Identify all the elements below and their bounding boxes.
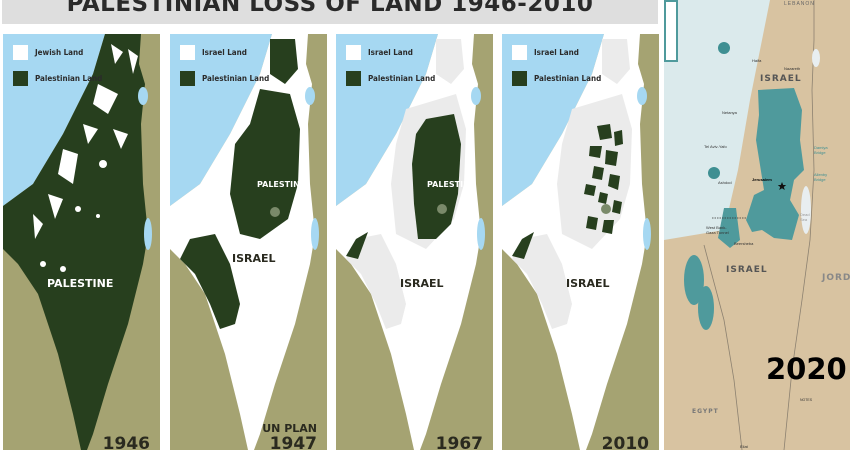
map-1967 [336,34,493,450]
sea [170,34,272,206]
legend-swatch-dark [13,71,28,86]
negev-area-1 [684,255,704,305]
west-bank-area [746,88,804,240]
label-damiya-bridge: Damiya Bridge [814,145,828,155]
jerusalem-star-icon [777,182,787,190]
map-panel-2010: Israel Land Palestinian Land ISRAEL 2010 [502,34,659,450]
west-bank [412,114,461,239]
label-notes: NOTES [800,398,813,402]
legend-swatch-white [180,45,195,60]
map-panel-1946: Jewish Land Palestinian Land PALESTINE 1… [3,34,160,450]
label-ashdod: Ashdod [718,180,732,185]
legend-swatch-dark [346,71,361,86]
label-haifa: Haifa [752,58,762,63]
label-palestine: PALESTINE [257,180,306,189]
legend-label-palestinian-land: Palestinian Land [35,74,103,83]
year-label: 1947 [269,434,317,450]
sea [502,34,604,206]
map-panel-1967: Israel Land Palestinian Land PALESTINE I… [336,34,493,450]
label-israel: ISRAEL [566,277,610,290]
title-bar: PALESTINIAN LOSS OF LAND 1946-2010 [2,0,658,24]
negev-area-2 [698,286,714,330]
legend-label-palestinian-land: Palestinian Land [534,74,602,83]
sea-of-galilee [138,87,148,105]
legend-label-israel-land: Israel Land [368,48,413,57]
sea [336,34,438,206]
label-palestine: PALESTINE [47,277,114,290]
label-beersheba: Beersheba [734,241,754,246]
label-tel-aviv: Tel Aviv-Yafo [704,144,727,149]
legend-label-palestinian-land: Palestinian Land [368,74,436,83]
label-israel: ISRAEL [400,277,444,290]
label-eilat: Eilat [740,444,748,449]
legend-label-israel-land: Israel Land [534,48,579,57]
dead-sea [144,218,152,250]
map-1947 [170,34,327,450]
jordan-border [783,0,815,450]
map-1946 [3,34,160,450]
legend-label-jewish-land: Jewish Land [35,48,84,57]
sea-of-galilee [812,49,820,67]
port-icon [718,42,730,54]
legend-swatch-white [13,45,28,60]
jewish-land [33,44,138,272]
label-palestine: PALESTINE [427,180,476,189]
sea [3,34,105,206]
label-jordan: JORD [822,273,850,283]
egypt-border [703,244,743,450]
port-icon [708,167,720,179]
map-2020-plan: LEBANON Haifa Nazareth ISRAEL Netanya Te… [664,0,850,450]
label-allenby-bridge: Allenby Bridge [814,172,828,182]
map-panel-1947: Israel Land Palestinian Land PALESTINE I… [170,34,327,450]
legend-label-israel-land: Israel Land [202,48,247,57]
legend-label-palestinian-land: Palestinian Land [202,74,270,83]
map-2020 [664,0,820,450]
label-netanya: Netanya [722,110,737,115]
legend-swatch-dark [180,71,195,86]
label-jerusalem: Jerusalem [752,177,772,182]
former-palestinian-land [512,39,632,329]
palestinian-land-central [230,89,300,239]
year-2020-label: 2020 [766,352,847,386]
label-israel-south: ISRAEL [726,265,768,275]
label-israel: ISRAEL [232,252,276,265]
former-palestinian-land [346,39,466,329]
label-israel-north: ISRAEL [760,74,802,84]
gaza-strip [346,232,368,259]
year-label: 2010 [601,434,649,450]
label-dead-sea: Dead Sea [800,212,810,222]
legend-swatch-dark [512,71,527,86]
palestinian-land-galilee [270,39,298,84]
label-egypt: EGYPT [692,408,719,415]
year-label: 1967 [435,434,483,450]
un-plan-label: UN PLAN [262,422,317,435]
dead-sea [801,186,811,234]
palestinian-land-coast [180,234,240,329]
year-label: 1946 [102,434,150,450]
label-nazareth: Nazareth [784,66,801,71]
palestinian-enclaves [512,124,623,259]
map-2010 [502,34,659,450]
page-title: PALESTINIAN LOSS OF LAND 1946-2010 [66,0,594,17]
palestinian-land [3,34,148,450]
label-tunnel: West Bank-Gaza Tunnel [706,225,729,235]
label-lebanon: LEBANON [784,1,815,7]
legend-swatch-white [346,45,361,60]
legend-swatch-white [512,45,527,60]
sea [664,0,770,240]
